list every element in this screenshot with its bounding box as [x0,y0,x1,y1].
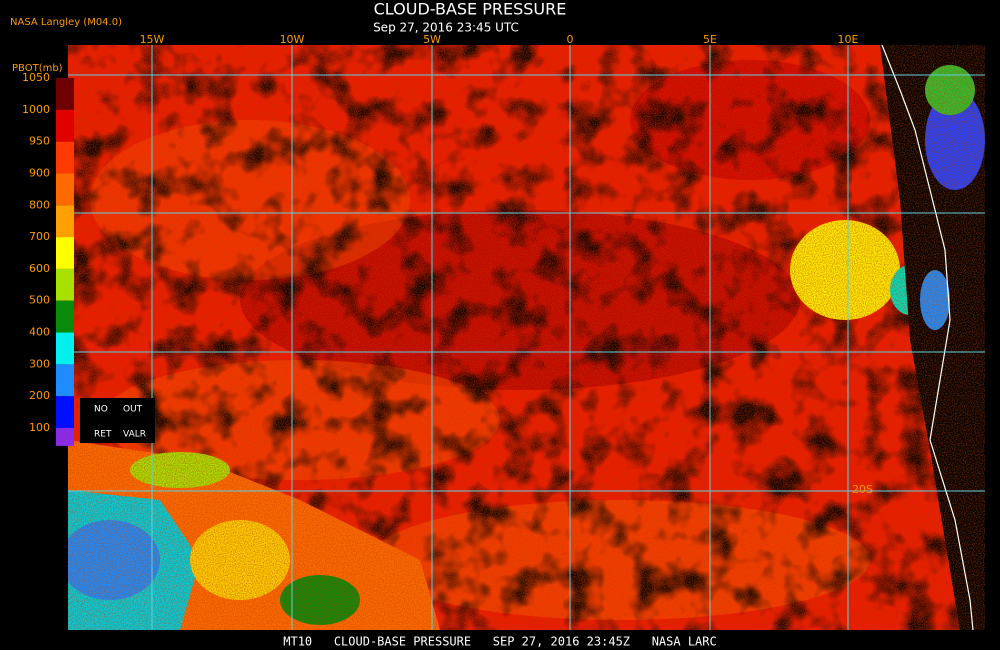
colorbar-label: 500 [29,294,50,307]
subtitle: Sep 27, 2016 23:45 UTC [373,21,519,35]
colorbar-label: 300 [29,357,50,370]
colorbar-label: 400 [29,326,50,339]
colorbar-swatch [56,237,74,269]
graticule [68,45,985,630]
title: CLOUD-BASE PRESSURE [374,0,567,19]
colorbar-swatch [56,364,74,397]
footer: MT10 CLOUD-BASE PRESSURE SEP 27, 2016 23… [283,635,716,649]
colorbar-swatch [56,78,74,110]
colorbar-swatch [56,268,74,301]
colorbar-label: 1050 [22,71,50,84]
colorbar: 1050 1000 950 900 800 700 600 500 400 300 200 100 [22,71,74,446]
colorbar-swatch [56,173,74,206]
legend-text: NO [94,405,108,415]
colorbar-swatch [56,205,74,238]
colorbar-label: 600 [29,262,50,275]
lon-label: 10E [838,33,859,46]
colorbar-unit: PBOT(mb) [12,63,63,74]
colorbar-label: 100 [29,421,50,434]
credit: NASA Langley (M04.0) [10,17,122,28]
colorbar-swatch [56,428,74,446]
legend-text: RET [94,430,112,440]
lon-label: 10W [280,33,305,46]
coastline [881,45,974,630]
legend-text: OUT [123,405,143,415]
colorbar-label: 800 [29,198,50,211]
colorbar-swatch [56,141,74,174]
cloud-imagery [68,45,985,630]
legend-box [80,398,155,443]
colorbar-label: 200 [29,389,50,402]
colorbar-swatch [56,300,74,333]
lon-label: 5W [423,33,441,46]
colorbar-swatch [56,332,74,365]
colorbar-swatch [56,396,74,428]
lat-label: 20S [852,483,873,496]
legend-text: VALR [123,430,146,440]
colorbar-label: 950 [29,135,50,148]
lon-label: 5E [703,33,717,46]
colorbar-swatch [56,109,74,142]
lon-label: 15W [140,33,165,46]
lon-labels: 15W 10W 5W 0 5E 10E [140,33,859,46]
colorbar-label: 900 [29,166,50,179]
lon-label: 0 [567,33,574,46]
colorbar-label: 700 [29,230,50,243]
colorbar-label: 1000 [22,103,50,116]
